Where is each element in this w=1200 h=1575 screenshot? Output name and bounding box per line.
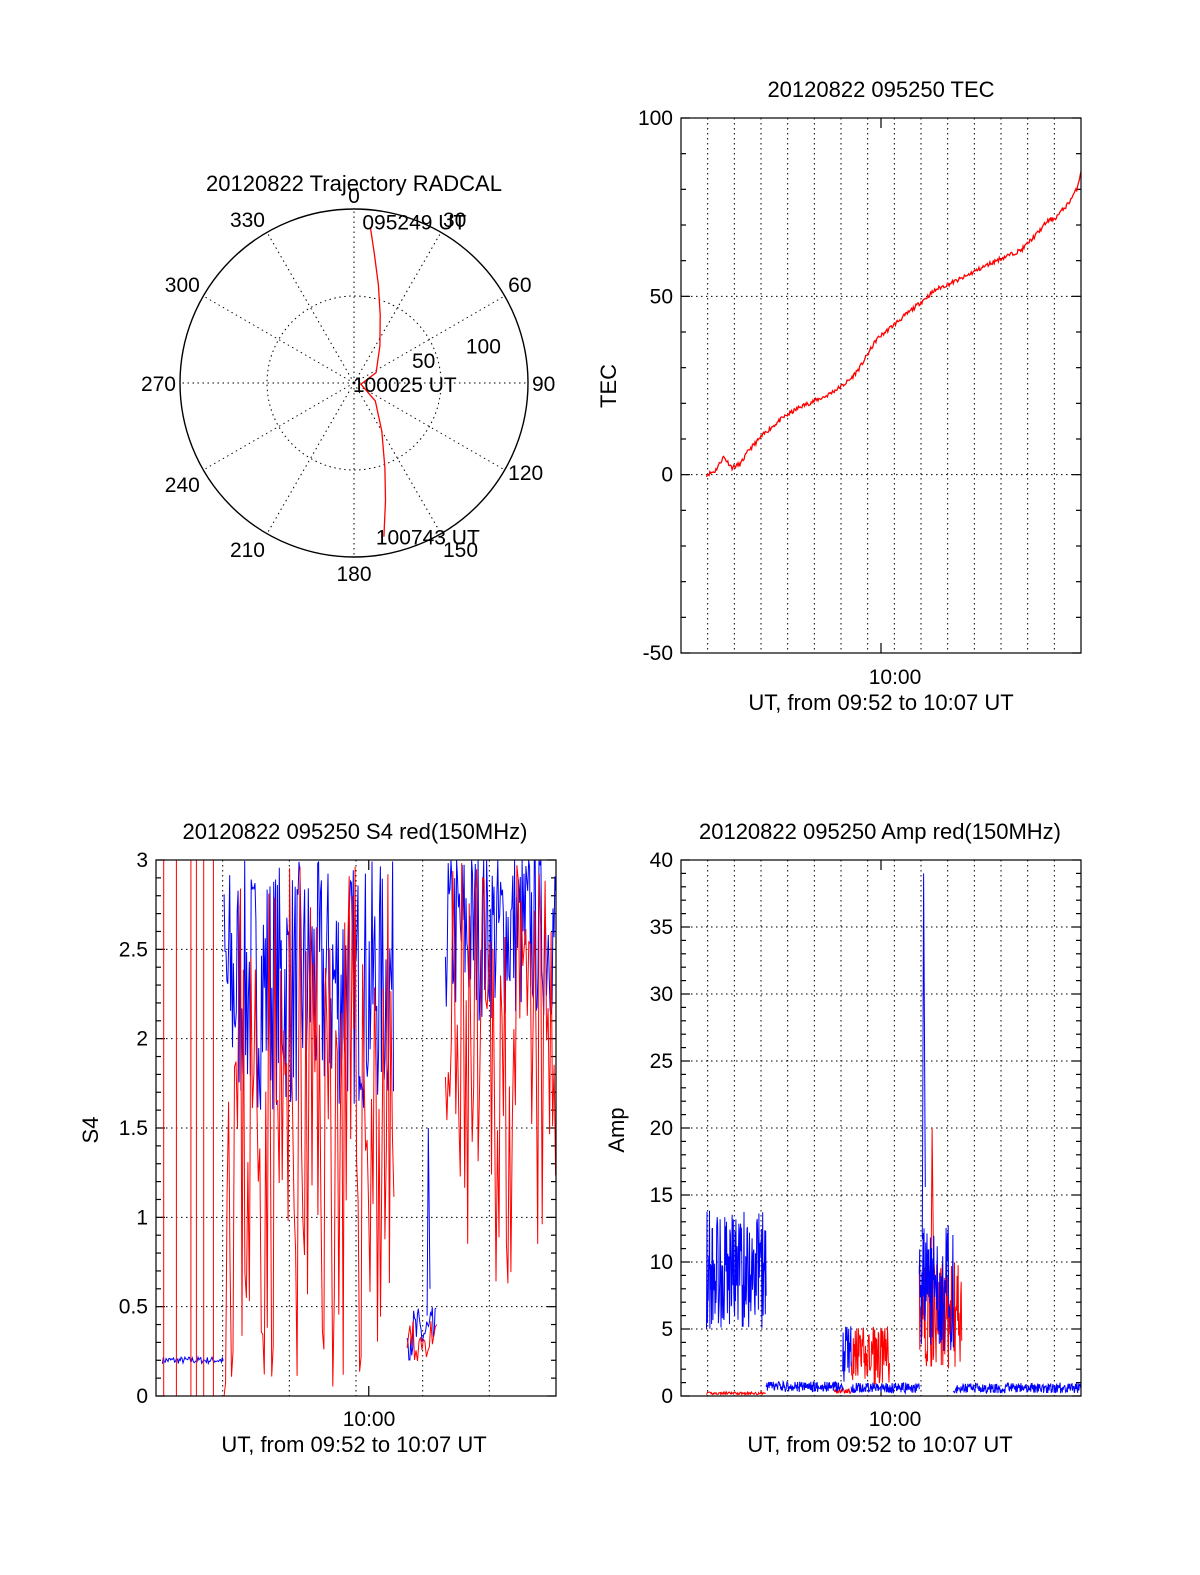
tec-plot-frame: [680, 117, 1082, 654]
polar-spoke-30: [353, 232, 442, 384]
polar-radial-label: 100: [466, 335, 501, 358]
polar-radial-labels: 50 100: [412, 335, 501, 373]
tec-y-axis-label: TEC: [596, 364, 621, 408]
amp-y-tick-label: 30: [650, 983, 673, 1006]
s4-y-tick-label: 1: [136, 1206, 148, 1229]
amp-y-axis-label: Amp: [604, 1107, 629, 1152]
polar-title: 20120822 Trajectory RADCAL: [206, 171, 502, 196]
polar-spoke-150: [353, 382, 442, 534]
tec-y-tick-label: 100: [638, 107, 673, 130]
amp-x-tick-label: 10:00: [869, 1408, 922, 1431]
polar-angle-label: 240: [165, 474, 200, 497]
amp-panel: 20120822 095250 Amp red(150MHz) 0 5 10 15 20…: [604, 819, 1082, 1457]
tec-x-axis-label: UT, from 09:52 to 10:07 UT: [748, 690, 1013, 715]
polar-angle-label: 330: [230, 209, 265, 232]
tec-y-tick-label: 50: [650, 285, 673, 308]
polar-outer-circle: [179, 208, 529, 558]
polar-radial-label: 50: [412, 350, 435, 373]
tec-y-tick-label: -50: [643, 642, 673, 665]
s4-y-tick-labels: 0 0.5 1 1.5 2 2.5 3: [119, 849, 148, 1408]
s4-y-tick-label: 3: [136, 849, 148, 872]
polar-angle-label: 30: [443, 209, 466, 232]
polar-spoke-120: [353, 382, 505, 471]
s4-y-tick-label: 1.5: [119, 1117, 148, 1140]
polar-angle-label: 150: [443, 539, 478, 562]
polar-spoke-300: [203, 295, 355, 384]
s4-plot-frame: [155, 859, 557, 1397]
s4-y-tick-label: 0: [136, 1385, 148, 1408]
amp-y-tick-label: 10: [650, 1251, 673, 1274]
amp-grid: [681, 860, 1081, 1396]
amp-y-tick-label: 40: [650, 849, 673, 872]
amp-y-tick-label: 25: [650, 1050, 673, 1073]
s4-y-axis-label: S4: [78, 1117, 103, 1144]
polar-spoke-330: [266, 232, 355, 384]
trajectory-time-label: 100743 UT: [376, 527, 480, 550]
s4-blue-series: [161, 859, 557, 1366]
polar-angle-label: 60: [508, 274, 531, 297]
s4-y-tick-label: 0.5: [119, 1296, 148, 1319]
amp-y-tick-label: 20: [650, 1117, 673, 1140]
trajectory-time-label: 095249 UT: [362, 211, 466, 234]
amp-y-tick-labels: 0 5 10 15 20 25 30 35 40: [650, 849, 673, 1408]
amp-plot-frame: [680, 859, 1082, 1397]
s4-panel: 20120822 095250 S4 red(150MHz) 0 0.5 1 1.5 2…: [78, 819, 557, 1457]
s4-title: 20120822 095250 S4 red(150MHz): [183, 819, 528, 844]
tec-title: 20120822 095250 TEC: [767, 77, 994, 102]
polar-angle-label: 90: [532, 373, 555, 396]
tec-y-tick-labels: -50 0 50 100: [638, 107, 673, 665]
tec-ticks: [681, 117, 1081, 654]
trajectory-line: [359, 227, 387, 537]
polar-spoke-240: [203, 382, 355, 471]
tec-grid: [681, 118, 1081, 653]
trajectory-time-label: 100025 UT: [353, 374, 457, 397]
s4-y-tick-label: 2: [136, 1028, 148, 1051]
s4-y-tick-label: 2.5: [119, 938, 148, 961]
trajectory-annotations: 095249 UT 100025 UT 100743 UT: [353, 211, 480, 549]
polar-angle-label: 270: [141, 373, 176, 396]
amp-y-tick-label: 5: [661, 1318, 673, 1341]
polar-angle-label: 180: [336, 563, 371, 586]
s4-x-axis-label: UT, from 09:52 to 10:07 UT: [221, 1432, 486, 1457]
polar-angle-label: 0: [348, 185, 360, 208]
polar-angle-label: 120: [508, 462, 543, 485]
amp-ticks: [681, 859, 1081, 1397]
tec-series-line: [705, 171, 1082, 478]
polar-spoke-60: [353, 295, 505, 384]
polar-angle-labels: 0 30 60 90 120 150 180 210 240 270 300 330: [141, 185, 555, 586]
polar-grid: [180, 209, 528, 557]
polar-grid-circle-50: [266, 295, 442, 471]
polar-angle-label: 210: [230, 539, 265, 562]
tec-x-tick-label: 10:00: [869, 666, 922, 689]
amp-title: 20120822 095250 Amp red(150MHz): [699, 819, 1061, 844]
amp-x-axis-label: UT, from 09:52 to 10:07 UT: [747, 1432, 1012, 1457]
amp-y-tick-label: 0: [661, 1385, 673, 1408]
s4-red-series: [163, 860, 557, 1396]
amp-y-tick-label: 15: [650, 1184, 673, 1207]
polar-angle-label: 300: [165, 274, 200, 297]
polar-trajectory-panel: 20120822 Trajectory RADCAL 0 30 60 90 120 150…: [141, 171, 555, 586]
s4-x-tick-label: 10:00: [343, 1408, 396, 1431]
tec-panel: 20120822 095250 TEC -50 0 50 100 10:00 UT, …: [596, 77, 1082, 715]
polar-spoke-210: [266, 382, 355, 534]
tec-y-tick-label: 0: [661, 464, 673, 487]
amp-y-tick-label: 35: [650, 916, 673, 939]
amp-blue-series: [706, 873, 1082, 1395]
